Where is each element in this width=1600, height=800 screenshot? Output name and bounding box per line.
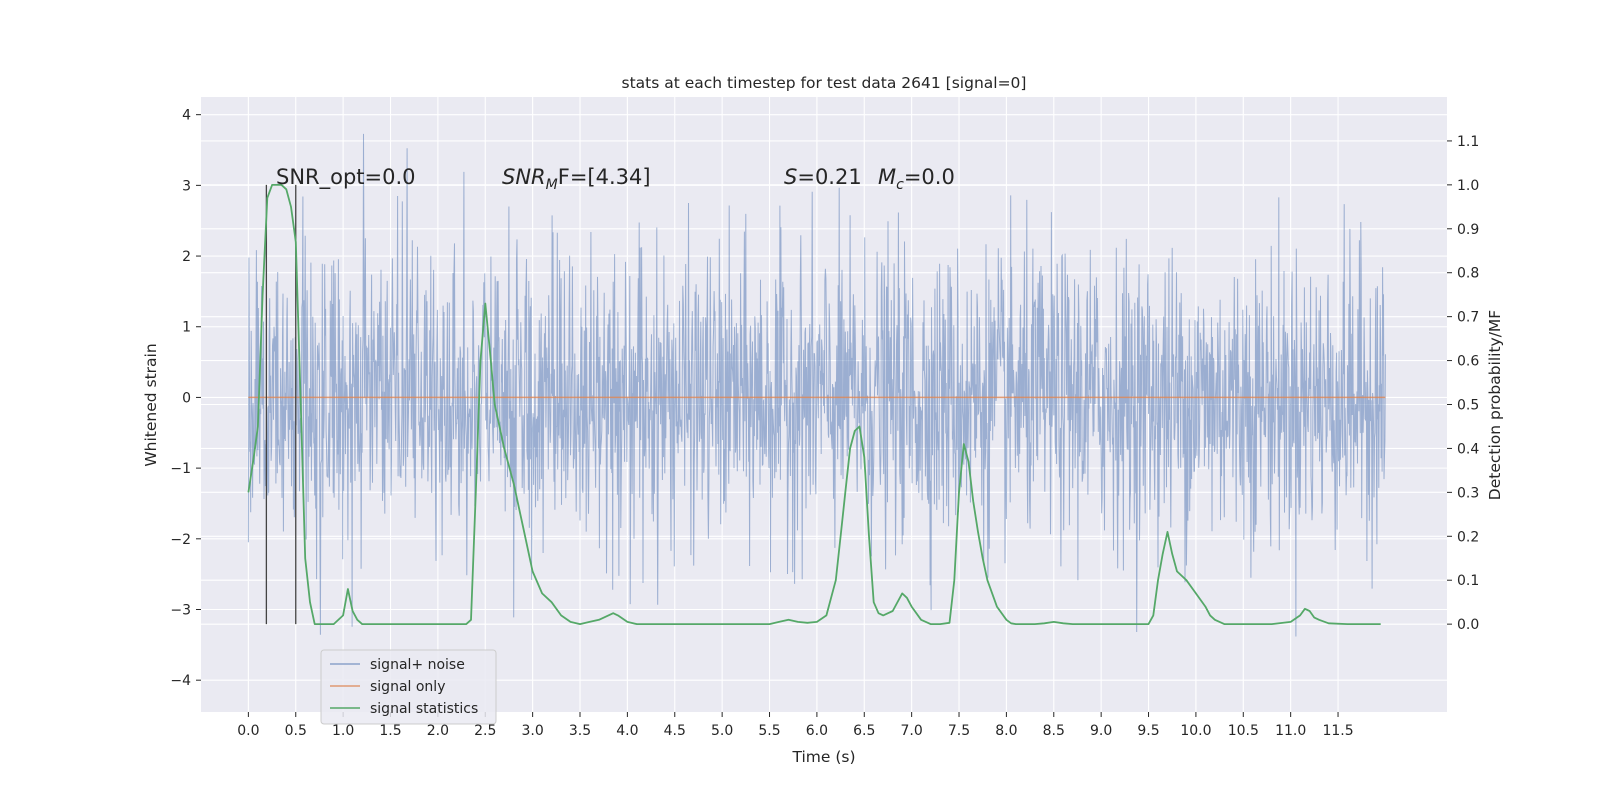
x-tick-label: 3.5: [569, 723, 591, 739]
y-right-tick-label: 0.6: [1457, 354, 1479, 370]
signal-statistics-series: [247, 184, 1381, 625]
x-tick-label: 4.5: [664, 723, 686, 739]
x-tick-label: 9.5: [1137, 723, 1159, 739]
y-tick-label: 0: [182, 390, 191, 406]
x-tick-label: 1.0: [332, 723, 354, 739]
y-right-tick-label: 0.5: [1457, 398, 1479, 414]
x-tick-label: 4.0: [616, 723, 638, 739]
y-right-tick-label: 0.8: [1457, 266, 1479, 282]
y-right-tick-label: 1.0: [1457, 178, 1479, 194]
y-axis-right-label: Detection probability/MF: [1486, 310, 1504, 501]
y-right-tick-label: 0.0: [1457, 617, 1479, 633]
y-tick-label: −2: [170, 532, 191, 548]
x-axis-ticks: 0.0 0.5 1.0 1.5 2.0 2.5 3.0 3.5 4.0 4.5 5.0 5.5 6.0 6…: [237, 712, 1354, 739]
legend-box: [320, 649, 497, 725]
x-tick-label: 8.5: [1043, 723, 1065, 739]
y-right-tick-label: 0.1: [1457, 573, 1479, 589]
annotation-mc-label: M: [878, 165, 896, 189]
annotation-snr-mf-sub: M: [546, 177, 558, 193]
annotation-snr-mf-base: SNR: [502, 165, 546, 189]
y-right-tick-label: 0.4: [1457, 441, 1479, 457]
annotation-s-label: S: [784, 165, 797, 189]
annotation-mc: Mc=0.0: [878, 165, 955, 193]
x-tick-label: 8.0: [995, 723, 1017, 739]
y-tick-label: −1: [170, 461, 191, 477]
y-tick-label: −3: [170, 603, 191, 619]
legend: signal+ noise signal only signal statist…: [320, 649, 497, 725]
x-tick-label: 3.0: [522, 723, 544, 739]
legend-label-signal-statistics: signal statistics: [370, 701, 478, 717]
y-right-tick-label: 1.1: [1457, 134, 1479, 150]
y-tick-label: 4: [182, 108, 191, 124]
signal-statistics-line: [247, 184, 1381, 625]
x-tick-label: 10.0: [1180, 723, 1211, 739]
x-tick-label: 10.5: [1228, 723, 1259, 739]
y-tick-label: −4: [170, 673, 191, 689]
y-axis-left-label: Whitened strain: [142, 343, 160, 466]
x-tick-label: 9.0: [1090, 723, 1112, 739]
x-tick-label: 6.5: [853, 723, 875, 739]
y-tick-label: 1: [182, 320, 191, 336]
y-axis-left-ticks: −4 −3 −2 −1 0 1 2 3 4: [170, 108, 201, 689]
y-right-tick-label: 0.3: [1457, 485, 1479, 501]
x-tick-label: 0.5: [285, 723, 307, 739]
annotation-snr-mf: SNRMF=[4.34]: [502, 165, 651, 193]
chart-title: stats at each timestep for test data 264…: [622, 74, 1027, 92]
x-tick-label: 7.5: [948, 723, 970, 739]
annotation-s-value: =0.21: [797, 165, 861, 189]
x-tick-label: 2.0: [427, 723, 449, 739]
legend-label-signal-noise: signal+ noise: [370, 657, 465, 673]
signal-plus-noise-series: [247, 133, 1386, 637]
x-tick-label: 7.0: [901, 723, 923, 739]
y-right-tick-label: 0.9: [1457, 222, 1479, 238]
x-tick-label: 5.0: [711, 723, 733, 739]
x-tick-label: 11.5: [1322, 723, 1353, 739]
annotation-snr-opt: SNR_opt=0.0: [276, 165, 416, 190]
x-tick-label: 1.5: [379, 723, 401, 739]
x-tick-label: 11.0: [1275, 723, 1306, 739]
x-axis-label: Time (s): [791, 748, 855, 766]
annotation-snr-mf-tail: F=[4.34]: [558, 165, 651, 189]
y-axis-right-ticks: 0.0 0.1 0.2 0.3 0.4 0.5 0.6 0.7 0.8 0.9 1.0 1.1: [1447, 134, 1479, 633]
annotation-mc-value: =0.0: [904, 165, 955, 189]
x-tick-label: 0.0: [237, 723, 259, 739]
signal-plus-noise-line: [247, 133, 1386, 637]
y-right-tick-label: 0.7: [1457, 310, 1479, 326]
annotation-s: S=0.21: [784, 165, 862, 189]
y-tick-label: 3: [182, 178, 191, 194]
y-right-tick-label: 0.2: [1457, 529, 1479, 545]
legend-label-signal-only: signal only: [370, 679, 445, 695]
x-tick-label: 2.5: [474, 723, 496, 739]
annotation-mc-sub: c: [896, 177, 904, 193]
x-tick-label: 6.0: [806, 723, 828, 739]
x-tick-label: 5.5: [758, 723, 780, 739]
y-tick-label: 2: [182, 249, 191, 265]
